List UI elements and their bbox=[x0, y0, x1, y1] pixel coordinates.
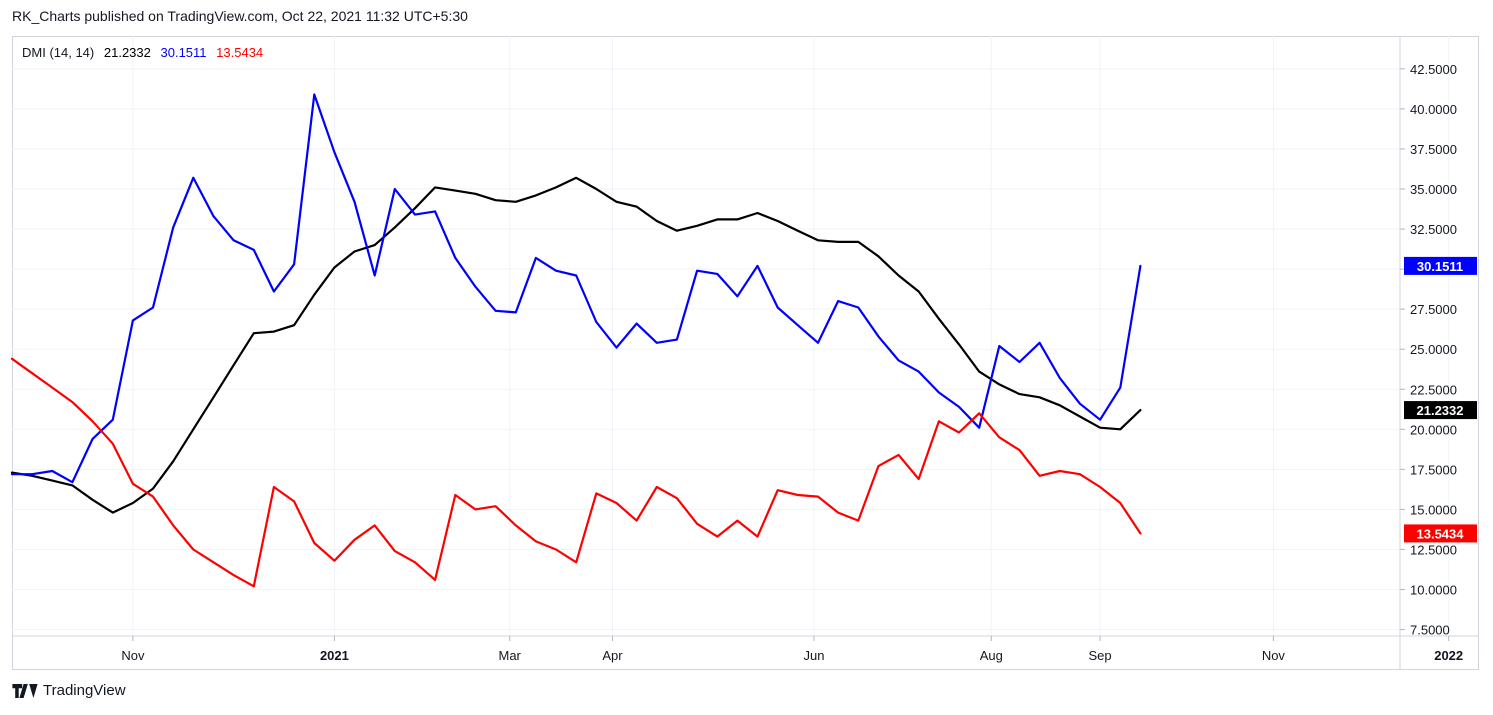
badge-label: 13.5434 bbox=[1417, 526, 1465, 541]
y-tick-label: 20.0000 bbox=[1410, 422, 1457, 437]
indicator-name: DMI (14, 14) bbox=[22, 45, 95, 60]
badge-label: 30.1511 bbox=[1417, 259, 1463, 274]
last-value-badge-plus_di: 30.1511 bbox=[1404, 256, 1477, 275]
y-tick-label: 37.5000 bbox=[1410, 142, 1457, 157]
plus-di-value: 30.1511 bbox=[160, 45, 207, 60]
y-tick-label: 12.5000 bbox=[1410, 542, 1457, 557]
chart-pane[interactable] bbox=[12, 36, 1479, 670]
indicator-legend[interactable]: DMI (14, 14) 21.2332 30.1511 13.5434 bbox=[22, 45, 269, 60]
x-tick-label: Mar bbox=[499, 648, 522, 663]
y-tick-label: 42.5000 bbox=[1410, 62, 1457, 77]
series-line-plus_di bbox=[10, 93, 1142, 484]
y-tick-label: 22.5000 bbox=[1410, 382, 1457, 397]
x-tick-label: Jun bbox=[803, 648, 824, 663]
y-tick-label: 17.5000 bbox=[1410, 462, 1457, 477]
x-tick-label: Apr bbox=[602, 648, 623, 663]
last-value-badges: 21.2332 30.1511 13.5434 bbox=[1404, 256, 1477, 543]
tradingview-logo-icon bbox=[12, 683, 38, 698]
x-tick-label: 2022 bbox=[1434, 648, 1463, 663]
series-lines bbox=[10, 93, 1142, 588]
badge-background bbox=[1404, 256, 1477, 275]
badge-label: 21.2332 bbox=[1417, 403, 1464, 418]
series-line-adx bbox=[10, 176, 1142, 514]
x-tick-label: Nov bbox=[121, 648, 145, 663]
y-tick-label: 40.0000 bbox=[1410, 102, 1457, 117]
last-value-badge-adx: 21.2332 bbox=[1404, 401, 1477, 420]
badge-background bbox=[1404, 524, 1477, 543]
y-tick-label: 15.0000 bbox=[1410, 502, 1457, 517]
y-tick-label: 10.0000 bbox=[1410, 583, 1457, 598]
x-tick-label: Sep bbox=[1089, 648, 1112, 663]
adx-value: 21.2332 bbox=[103, 45, 151, 60]
y-tick-label: 25.0000 bbox=[1410, 342, 1457, 357]
minus-di-value: 13.5434 bbox=[216, 45, 264, 60]
series-line-minus_di bbox=[10, 357, 1142, 588]
y-tick-label: 7.5000 bbox=[1410, 623, 1450, 638]
time-axis: Nov 2021 Mar Apr Jun Aug Sep Nov 2022 bbox=[12, 635, 1479, 663]
badge-background bbox=[1404, 401, 1477, 420]
published-by-text: RK_Charts published on TradingView.com, … bbox=[12, 8, 468, 24]
price-axis: 42.500040.000037.500035.000032.500030.00… bbox=[1399, 36, 1457, 670]
y-tick-label: 27.5000 bbox=[1410, 302, 1457, 317]
y-tick-label: 32.5000 bbox=[1410, 222, 1457, 237]
last-value-badge-minus_di: 13.5434 bbox=[1404, 524, 1477, 543]
x-tick-label: Nov bbox=[1262, 648, 1286, 663]
footer[interactable]: TradingView bbox=[12, 682, 126, 699]
brand-name: TradingView bbox=[43, 682, 126, 699]
y-tick-label: 35.0000 bbox=[1410, 182, 1457, 197]
x-tick-label: 2021 bbox=[320, 648, 349, 663]
x-tick-label: Aug bbox=[980, 648, 1003, 663]
grid bbox=[12, 36, 1450, 636]
